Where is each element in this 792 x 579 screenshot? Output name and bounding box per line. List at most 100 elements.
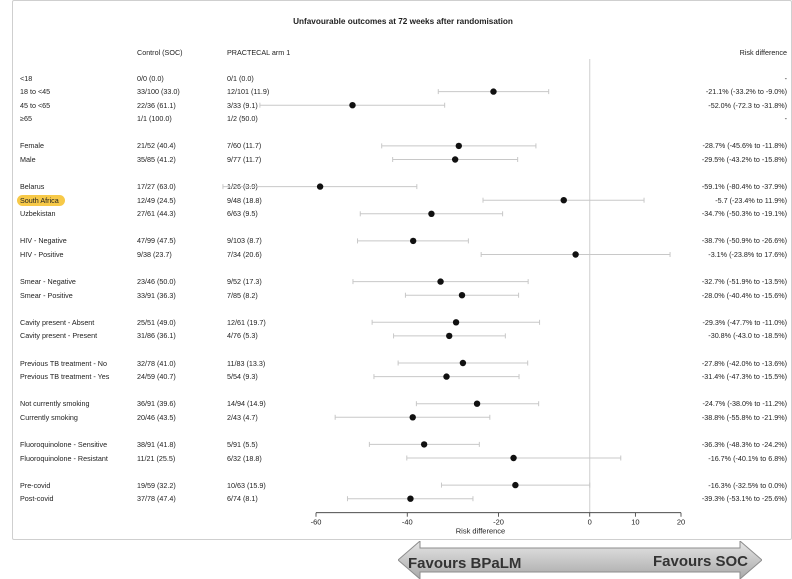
control-value: 33/100 (33.0) bbox=[137, 87, 180, 97]
arm-value: 4/76 (5.3) bbox=[227, 331, 258, 341]
arm-value: 14/94 (14.9) bbox=[227, 399, 266, 409]
control-value: 9/38 (23.7) bbox=[137, 250, 172, 259]
control-value: 11/21 (25.5) bbox=[137, 453, 176, 463]
control-value: 32/78 (41.0) bbox=[137, 358, 176, 368]
risk-difference-value: -39.3% (-53.1% to -25.6%) bbox=[701, 494, 787, 504]
point-estimate bbox=[451, 156, 459, 163]
row-label: Male bbox=[20, 155, 36, 164]
arm-value: 6/32 (18.8) bbox=[227, 453, 262, 463]
arm-column-header: PRACTECAL arm 1 bbox=[227, 48, 291, 57]
risk-difference-value: -29.5% (-43.2% to -15.8%) bbox=[701, 155, 787, 164]
row-label: Female bbox=[20, 141, 44, 151]
row-label: Smear - Positive bbox=[20, 290, 73, 300]
favours-bpalm-label: Favours BPaLM bbox=[408, 555, 521, 572]
risk-difference-value: -38.8% (-55.8% to -21.9%) bbox=[701, 412, 787, 422]
arm-value: 11/83 (13.3) bbox=[227, 358, 266, 368]
control-value: 0/0 (0.0) bbox=[137, 73, 164, 83]
risk-difference-value: -34.7% (-50.3% to -19.1%) bbox=[701, 209, 787, 219]
row-label: South Africa bbox=[17, 194, 65, 206]
row-label: Smear - Negative bbox=[20, 277, 76, 287]
point-estimate bbox=[316, 183, 324, 190]
risk-difference-value: -52.0% (-72.3 to -31.8%) bbox=[708, 100, 787, 110]
control-value: 36/91 (39.6) bbox=[137, 399, 176, 409]
control-value: 47/99 (47.5) bbox=[137, 236, 176, 246]
risk-difference-value: -16.7% (-40.1% to 6.8%) bbox=[708, 453, 787, 463]
arm-value: 5/54 (9.3) bbox=[227, 372, 258, 382]
control-value: 33/91 (36.3) bbox=[137, 290, 176, 300]
risk-difference-value: -28.7% (-45.6% to -11.8%) bbox=[702, 141, 787, 151]
arm-value: 2/43 (4.7) bbox=[227, 412, 258, 422]
point-estimate bbox=[446, 332, 453, 340]
risk-difference-value: -21.1% (-33.2% to -9.0%) bbox=[705, 87, 787, 97]
arm-value: 1/2 (50.0) bbox=[227, 114, 258, 124]
point-estimate bbox=[420, 441, 428, 448]
point-estimate bbox=[349, 102, 356, 109]
control-value: 31/86 (36.1) bbox=[137, 331, 176, 341]
arm-value: 9/48 (18.8) bbox=[227, 195, 262, 205]
arm-value: 9/103 (8.7) bbox=[227, 236, 262, 246]
chart-title: Unfavourable outcomes at 72 weeks after … bbox=[293, 17, 513, 26]
row-label: Not currently smoking bbox=[20, 399, 90, 409]
risk-difference-value: -3.1% (-23.8% to 17.6%) bbox=[708, 250, 787, 259]
row-label: Post-covid bbox=[20, 494, 54, 504]
row-label: 45 to <65 bbox=[20, 100, 51, 110]
double-arrow-shape bbox=[398, 541, 762, 579]
control-value: 38/91 (41.8) bbox=[137, 439, 176, 449]
control-value: 27/61 (44.3) bbox=[137, 209, 176, 219]
risk-difference-value: - bbox=[784, 114, 787, 124]
arm-value: 3/33 (9.1) bbox=[227, 100, 258, 110]
risk-difference-value: -38.7% (-50.9% to -26.6%) bbox=[701, 236, 787, 246]
row-label: Fluoroquinolone - Resistant bbox=[20, 453, 108, 463]
arm-value: 12/61 (19.7) bbox=[227, 317, 266, 327]
row-label: HIV - Negative bbox=[20, 236, 67, 246]
risk-difference-value: - bbox=[784, 73, 787, 83]
risk-difference-value: -28.0% (-40.4% to -15.6%) bbox=[701, 290, 787, 300]
arm-value: 5/91 (5.5) bbox=[227, 439, 258, 449]
point-estimate bbox=[459, 359, 467, 367]
forest-plot-svg: -60 -40 -20 0 10 20 Risk difference bbox=[222, 59, 685, 536]
risk-difference-value: -30.8% (-43.0 to -18.5%) bbox=[708, 331, 787, 341]
point-estimate bbox=[490, 88, 497, 95]
arm-value: 6/74 (8.1) bbox=[227, 494, 258, 504]
point-estimate bbox=[560, 197, 567, 204]
control-value: 37/78 (47.4) bbox=[137, 494, 176, 504]
arm-value: 7/60 (11.7) bbox=[227, 141, 262, 151]
point-estimate bbox=[455, 142, 463, 150]
risk-difference-value: -16.3% (-32.5% to 0.0%) bbox=[708, 480, 787, 490]
point-estimate bbox=[510, 454, 517, 462]
point-estimate bbox=[452, 319, 460, 326]
point-estimate bbox=[437, 278, 444, 285]
row-label: Pre-covid bbox=[20, 480, 51, 490]
risk-difference-value: -5.7 (-23.4% to 11.9%) bbox=[715, 195, 787, 205]
arm-value: 12/101 (11.9) bbox=[227, 87, 270, 97]
risk-difference-value: -29.3% (-47.7% to -11.0%) bbox=[702, 317, 787, 327]
arm-value: 9/77 (11.7) bbox=[227, 155, 262, 164]
control-value: 25/51 (49.0) bbox=[137, 317, 176, 327]
point-estimate bbox=[458, 292, 466, 299]
point-estimate bbox=[512, 481, 519, 489]
row-label: HIV - Positive bbox=[20, 250, 64, 259]
point-estimate bbox=[572, 251, 579, 258]
row-label: Belarus bbox=[20, 182, 45, 192]
arm-value: 7/85 (8.2) bbox=[227, 290, 258, 300]
control-column-header: Control (SOC) bbox=[137, 48, 183, 57]
row-label: ≥65 bbox=[20, 114, 32, 124]
control-value: 17/27 (63.0) bbox=[137, 182, 176, 192]
risk-difference-value: -31.4% (-47.3% to -15.5%) bbox=[701, 372, 787, 382]
control-value: 12/49 (24.5) bbox=[137, 195, 176, 205]
point-estimate bbox=[443, 373, 450, 380]
risk-difference-column-header: Risk difference bbox=[739, 48, 787, 57]
arm-value: 10/63 (15.9) bbox=[227, 480, 266, 490]
point-estimate bbox=[409, 237, 417, 245]
risk-difference-value: -36.3% (-48.3% to -24.2%) bbox=[701, 439, 787, 449]
arm-value: 0/1 (0.0) bbox=[227, 73, 254, 83]
point-estimate bbox=[409, 414, 416, 421]
risk-difference-value: -32.7% (-51.9% to -13.5%) bbox=[701, 277, 787, 287]
highlighted-label: South Africa bbox=[17, 194, 65, 206]
row-label: 18 to <45 bbox=[20, 87, 51, 97]
row-label: <18 bbox=[20, 73, 33, 83]
point-estimate bbox=[473, 400, 481, 407]
x-tick-label: -60 bbox=[311, 518, 322, 527]
control-value: 20/46 (43.5) bbox=[137, 412, 176, 422]
x-tick-label: 20 bbox=[677, 518, 685, 527]
